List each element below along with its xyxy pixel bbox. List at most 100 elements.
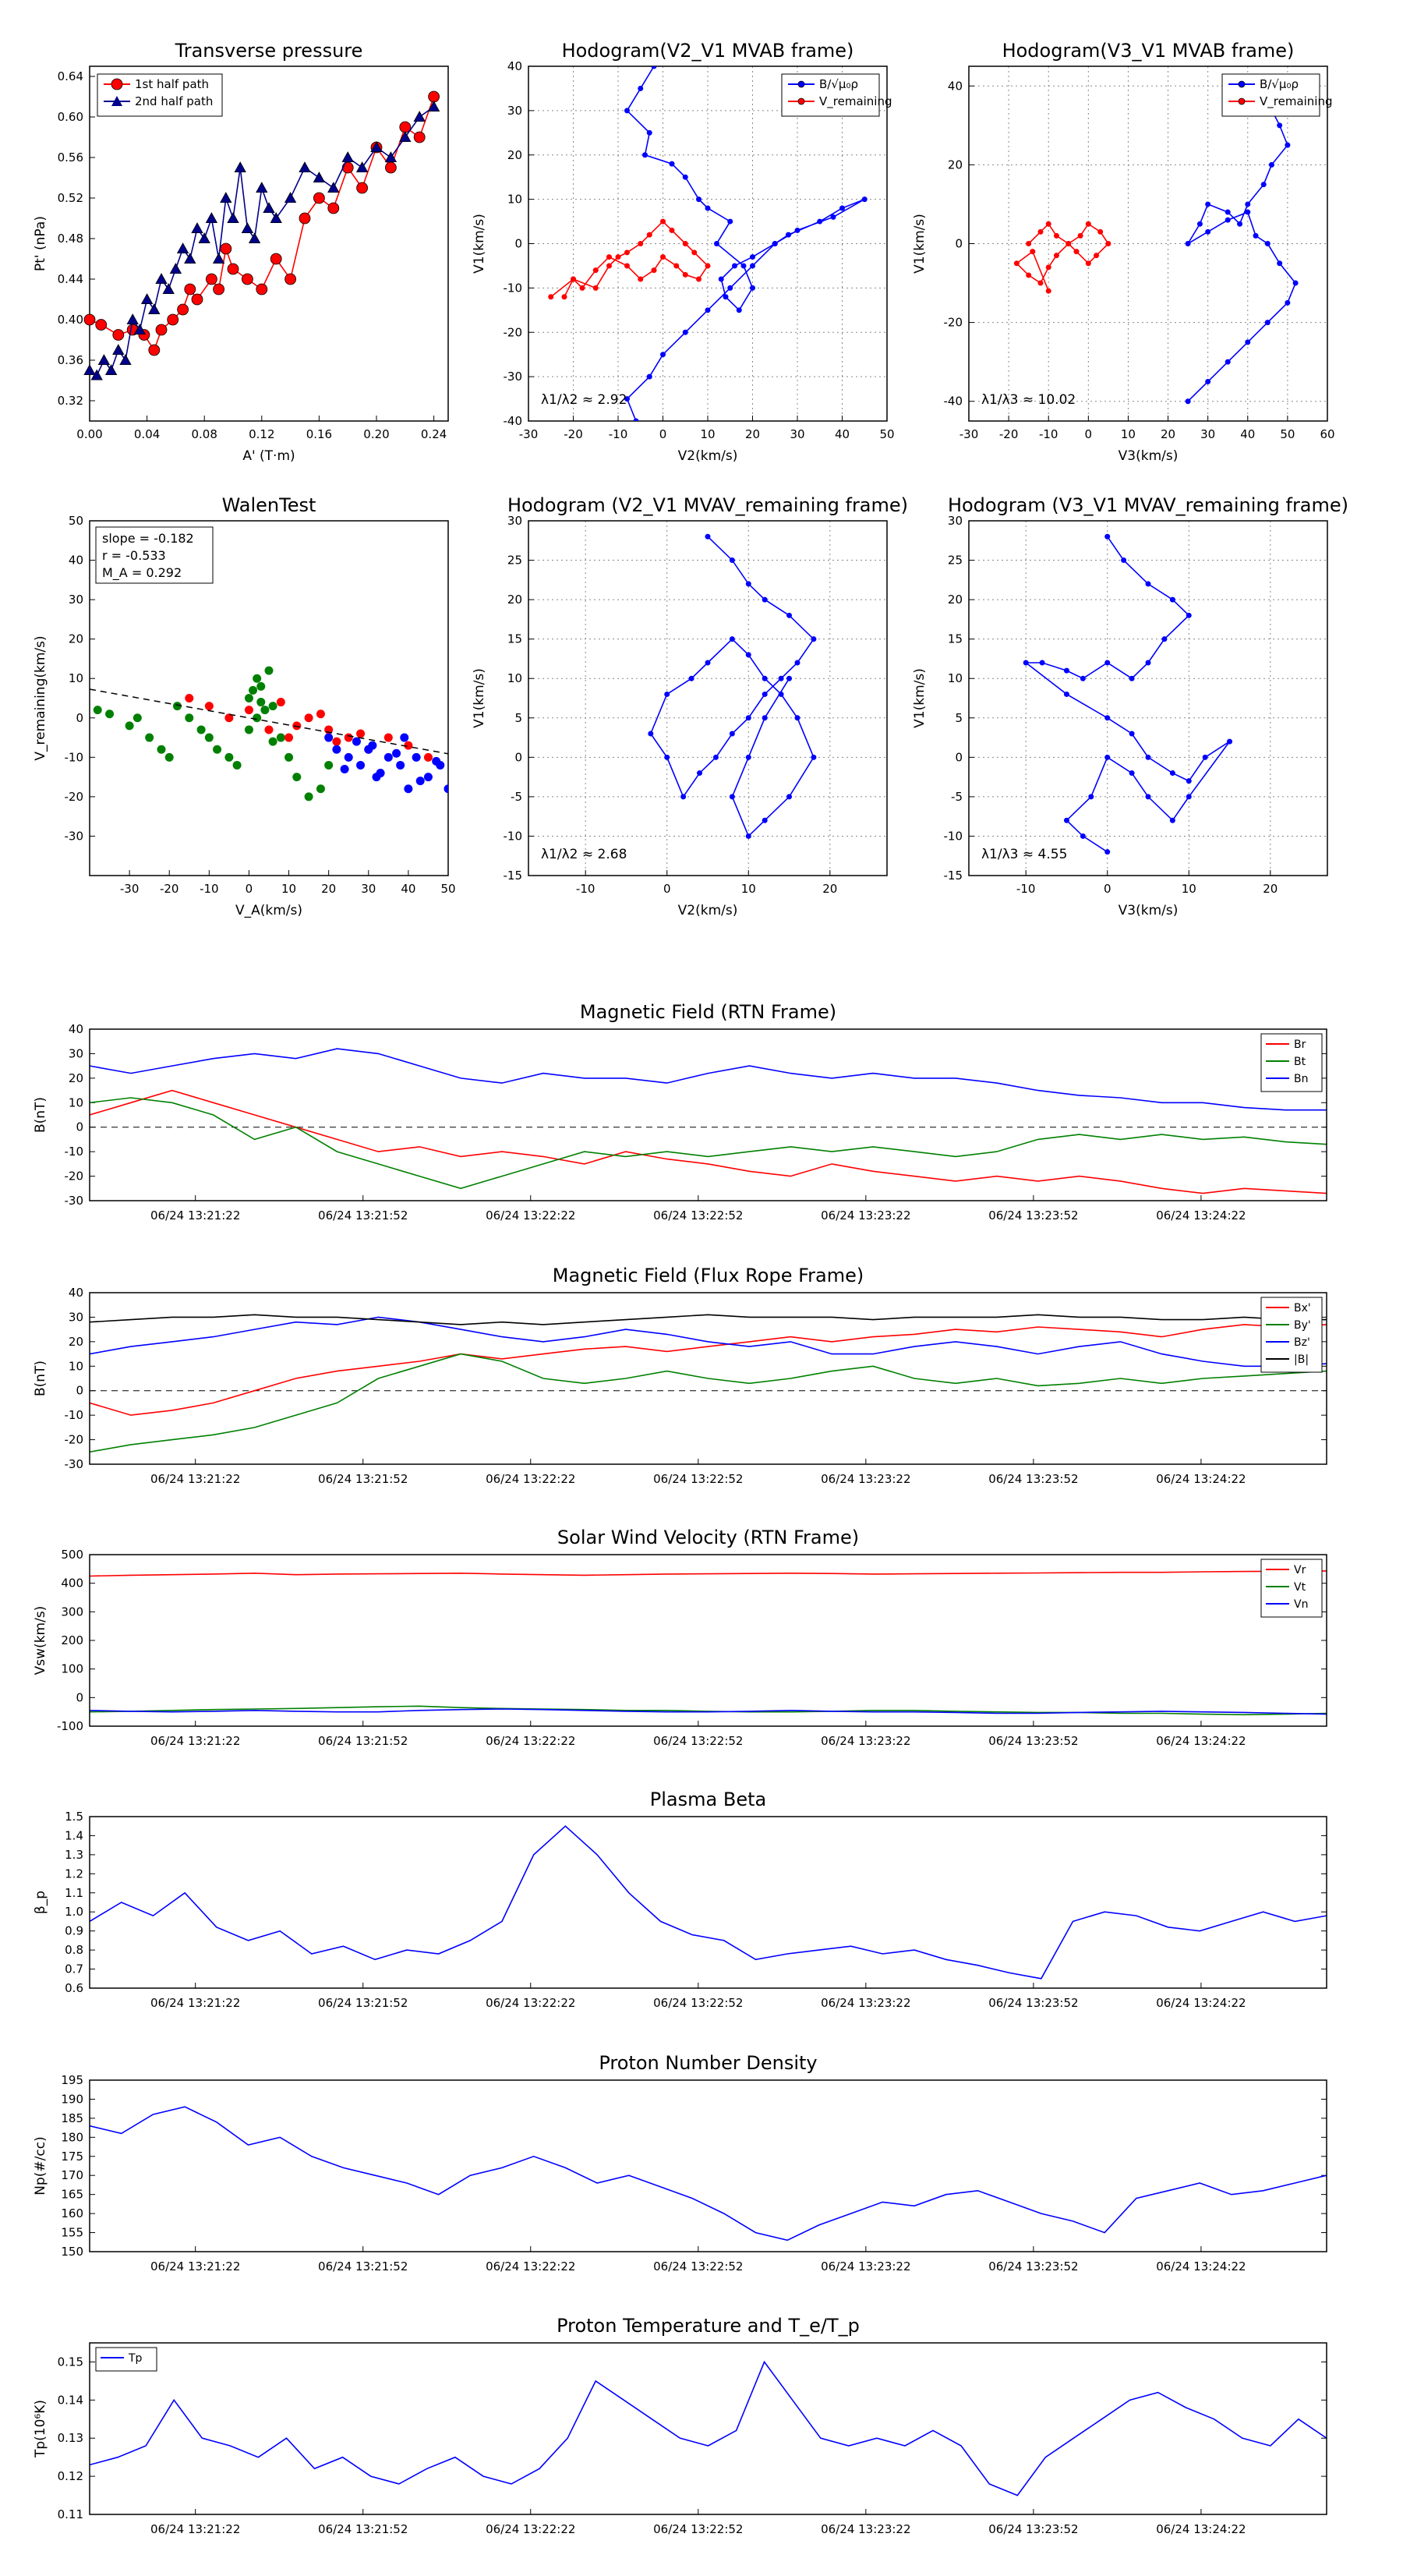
data-point	[745, 652, 751, 658]
x-tick-label: 0	[1085, 427, 1093, 441]
x-tick-label: 20	[822, 882, 837, 896]
data-point	[1037, 280, 1044, 286]
x-tick-label: 06/24 13:21:22	[150, 1996, 240, 2010]
x-tick-label: 0.24	[421, 427, 447, 441]
y-tick-label: 50	[69, 514, 83, 528]
data-point	[624, 263, 630, 269]
legend	[781, 73, 880, 117]
x-tick-label: 30	[790, 427, 804, 441]
legend-label: Vt	[1294, 1581, 1306, 1594]
data-point	[341, 151, 354, 163]
data-point	[1186, 612, 1192, 618]
y-tick-label: 170	[61, 2168, 83, 2182]
data-point	[270, 212, 282, 224]
data-point	[83, 364, 96, 376]
y-tick-label: -40	[504, 414, 523, 428]
data-point-blue	[324, 733, 334, 742]
y-axis-label: V1(km/s)	[912, 668, 928, 728]
data-point	[762, 715, 768, 721]
y-tick-label: 0.13	[58, 2431, 83, 2445]
y-tick-label: 200	[61, 1633, 83, 1647]
data-point	[205, 212, 218, 224]
legend-label: B/√μ₀ρ	[1260, 77, 1299, 91]
legend-label: Tp	[128, 2352, 143, 2365]
y-tick-label: 5	[955, 711, 963, 725]
x-tick-label: 20	[321, 882, 336, 896]
y-tick-label: 10	[507, 671, 522, 685]
x-axis-label: V2(km/s)	[678, 448, 738, 464]
data-point	[745, 833, 751, 839]
y-tick-label: 0.14	[58, 2393, 83, 2407]
series-line-bz	[90, 1316, 1327, 1368]
data-point	[1277, 122, 1283, 129]
data-point-red	[185, 694, 194, 702]
data-point-blue	[396, 760, 405, 770]
data-point	[1186, 794, 1192, 800]
chart-title: Magnetic Field (RTN Frame)	[580, 1001, 836, 1023]
legend-label: 1st half path	[135, 77, 209, 91]
x-tick-label: 40	[835, 427, 850, 441]
data-point	[191, 222, 203, 234]
data-point	[624, 108, 630, 114]
data-point	[745, 581, 751, 587]
legend-marker	[797, 80, 805, 88]
data-point-blue	[352, 737, 361, 746]
x-tick-label: 06/24 13:22:52	[653, 1208, 743, 1223]
y-tick-label: 1.5	[65, 1810, 83, 1824]
x-tick-label: -10	[609, 427, 628, 441]
y-axis-label: V1(km/s)	[912, 214, 928, 274]
series-line-bx	[90, 1324, 1327, 1416]
data-point	[1237, 221, 1243, 227]
x-axis-label: V2(km/s)	[678, 903, 738, 918]
x-tick-label: 06/24 13:21:52	[318, 2259, 408, 2273]
plot-frame	[89, 2342, 1327, 2515]
x-tick-label: 40	[401, 882, 415, 896]
data-point-red	[356, 729, 366, 738]
data-point	[1245, 201, 1251, 207]
data-point-green	[253, 674, 262, 683]
data-point	[669, 227, 675, 233]
legend	[1260, 1297, 1323, 1373]
data-point	[176, 242, 189, 254]
y-tick-label: 30	[948, 514, 963, 528]
y-tick-label: 0.64	[58, 69, 83, 83]
legend-label: Vr	[1294, 1564, 1306, 1576]
y-axis-label: Tp(10⁶K)	[33, 2400, 48, 2458]
x-tick-label: 06/24 13:21:22	[150, 1734, 240, 1748]
y-axis-label: V1(km/s)	[472, 214, 487, 274]
y-tick-label: 30	[69, 593, 83, 607]
data-point-green	[284, 752, 294, 762]
chart-title: WalenTest	[222, 494, 316, 516]
y-tick-label: -10	[944, 829, 963, 843]
data-point-red	[404, 741, 413, 750]
data-point	[1129, 731, 1135, 737]
data-point	[615, 254, 621, 260]
data-point	[561, 294, 567, 300]
legend	[1260, 1559, 1323, 1618]
data-point	[1066, 241, 1072, 246]
x-tick-label: 06/24 13:24:22	[1156, 2259, 1246, 2273]
data-point	[705, 307, 711, 313]
data-point	[1285, 299, 1291, 306]
chart-title: Hodogram(V2_V1 MVAB frame)	[562, 40, 854, 62]
data-point	[548, 294, 554, 300]
x-tick-label: 06/24 13:23:22	[821, 2522, 910, 2536]
y-tick-label: -20	[65, 1433, 84, 1447]
y-tick-label: -10	[65, 1408, 84, 1422]
data-point	[1169, 770, 1175, 777]
data-point-green	[145, 733, 154, 742]
data-point	[384, 151, 398, 163]
stat-ma: M_A = 0.292	[102, 565, 182, 581]
data-point	[220, 192, 232, 203]
series-line	[1187, 85, 1297, 402]
data-point	[1053, 253, 1059, 259]
x-tick-label: 06/24 13:21:22	[150, 1208, 240, 1223]
x-tick-label: 0.12	[249, 427, 274, 441]
data-point	[1121, 557, 1127, 564]
y-tick-label: 0.7	[65, 1962, 83, 1976]
data-point	[1145, 754, 1151, 760]
y-tick-label: 0.48	[58, 232, 83, 246]
data-point-blue	[423, 773, 433, 782]
data-point	[696, 276, 702, 282]
y-tick-label: 30	[69, 1046, 83, 1060]
